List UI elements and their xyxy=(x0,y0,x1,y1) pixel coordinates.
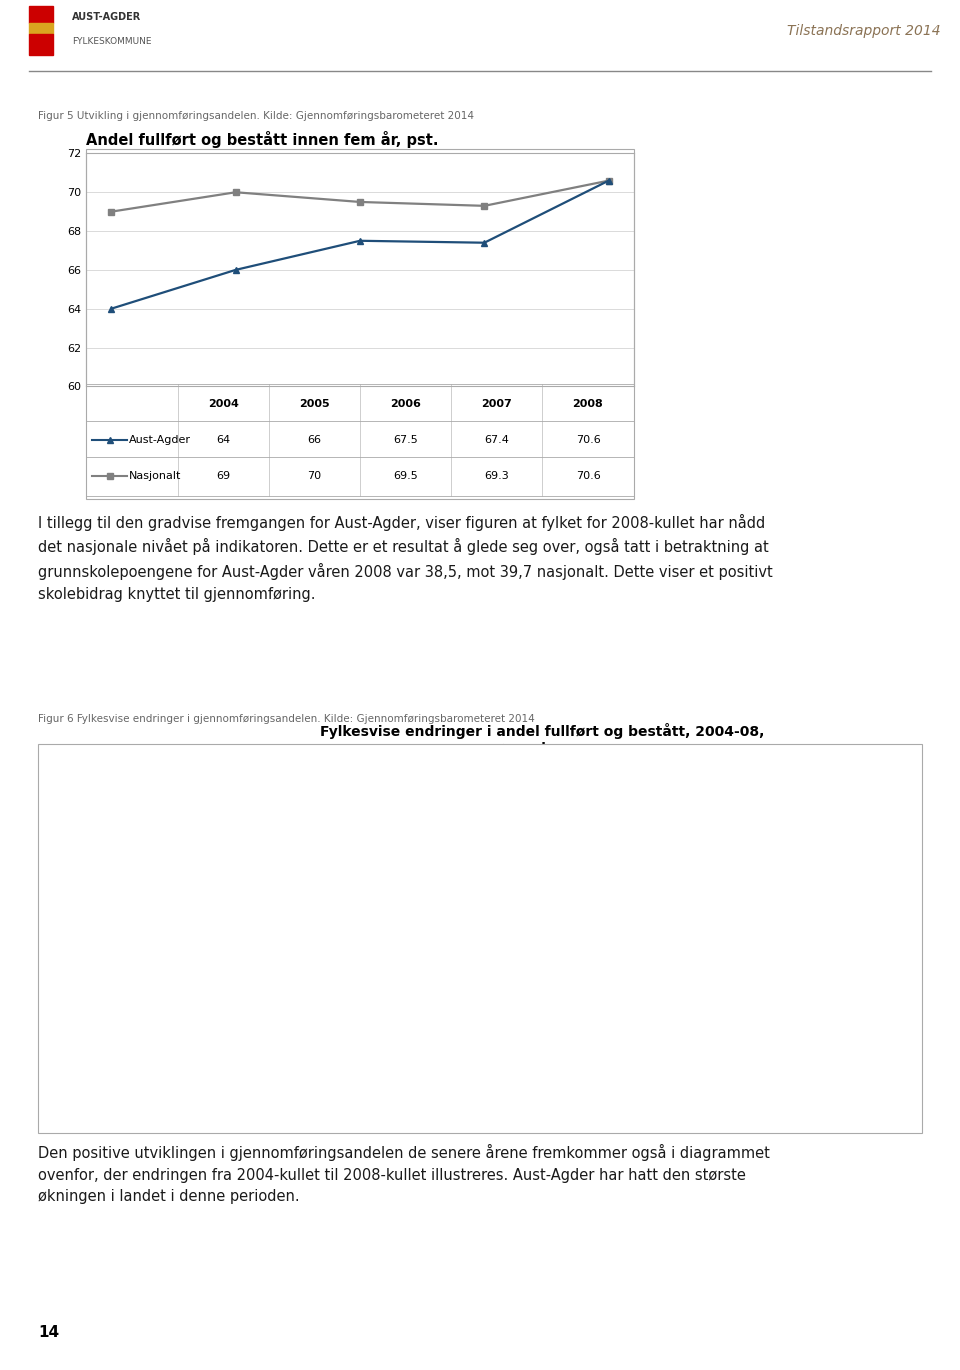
Bar xyxy=(484,844,665,854)
Text: 2008: 2008 xyxy=(572,399,604,408)
Text: 69: 69 xyxy=(216,471,230,481)
Bar xyxy=(484,941,612,951)
Text: 0,9: 0,9 xyxy=(540,1022,556,1032)
Bar xyxy=(484,908,630,918)
Aust-Agder xyxy=(229,262,241,278)
Text: 3,3: 3,3 xyxy=(681,827,696,837)
Text: Tilstandsrapport 2014: Tilstandsrapport 2014 xyxy=(787,23,941,38)
Bar xyxy=(484,892,641,903)
Line: Aust-Agder: Aust-Agder xyxy=(108,177,612,312)
Text: -0,9: -0,9 xyxy=(408,1054,427,1064)
Text: 1,6: 1,6 xyxy=(582,989,597,1000)
Nasjonalt xyxy=(229,184,241,200)
Bar xyxy=(29,23,53,34)
Text: 69.3: 69.3 xyxy=(485,471,509,481)
Bar xyxy=(402,1070,484,1081)
Text: AUST-AGDER: AUST-AGDER xyxy=(72,12,141,22)
Text: 2004: 2004 xyxy=(207,399,239,408)
Bar xyxy=(484,811,724,822)
Text: I tillegg til den gradvise fremgangen for Aust-Agder, viser figuren at fylket fo: I tillegg til den gradvise fremgangen fo… xyxy=(38,514,773,601)
Bar xyxy=(484,958,584,967)
Text: 2,8: 2,8 xyxy=(652,860,667,870)
Bar xyxy=(484,780,870,789)
Bar xyxy=(29,7,53,23)
Line: Nasjonalt: Nasjonalt xyxy=(108,177,612,215)
Text: 3,1: 3,1 xyxy=(669,844,684,854)
Text: 2006: 2006 xyxy=(390,399,421,408)
Text: Nasjonalt: Nasjonalt xyxy=(130,471,181,481)
Bar xyxy=(29,34,53,56)
Text: FYLKESKOMMUNE: FYLKESKOMMUNE xyxy=(72,37,152,47)
Bar xyxy=(484,925,624,934)
Text: Figur 6 Fylkesvise endringer i gjennomføringsandelen. Kilde: Gjennomføringsbarom: Figur 6 Fylkesvise endringer i gjennomfø… xyxy=(38,714,535,723)
Aust-Agder xyxy=(354,233,366,249)
Text: 1,2: 1,2 xyxy=(558,1006,574,1015)
Text: 1,6: 1,6 xyxy=(582,973,597,984)
Bar xyxy=(431,1054,484,1064)
Aust-Agder xyxy=(603,173,614,189)
Bar xyxy=(484,989,577,1000)
Text: 2,2: 2,2 xyxy=(616,941,633,951)
Text: 69.5: 69.5 xyxy=(394,471,418,481)
Text: 1,7: 1,7 xyxy=(588,958,603,967)
Text: 2,7: 2,7 xyxy=(646,892,661,903)
Text: Den positive utviklingen i gjennomføringsandelen de senere årene fremkommer også: Den positive utviklingen i gjennomføring… xyxy=(38,1144,770,1204)
Text: 4,1: 4,1 xyxy=(728,811,743,822)
Nasjonalt xyxy=(603,173,614,189)
Text: 70.6: 70.6 xyxy=(576,434,600,445)
Nasjonalt xyxy=(106,204,117,221)
Text: 2005: 2005 xyxy=(300,399,329,408)
Text: 6,6: 6,6 xyxy=(874,780,889,789)
Bar xyxy=(484,1038,490,1048)
Nasjonalt xyxy=(354,193,366,210)
Text: 70.6: 70.6 xyxy=(576,471,600,481)
Text: 0,1: 0,1 xyxy=(494,1038,510,1048)
Text: 2007: 2007 xyxy=(481,399,513,408)
Text: 67.5: 67.5 xyxy=(394,434,418,445)
Bar xyxy=(291,1086,484,1096)
Text: Aust-Agder: Aust-Agder xyxy=(130,434,191,445)
Title: Fylkesvise endringer i andel fullført og bestått, 2004-08,
prosentpoeng: Fylkesvise endringer i andel fullført og… xyxy=(321,723,764,755)
Bar xyxy=(484,1006,554,1015)
Bar xyxy=(484,1022,537,1032)
Text: 64: 64 xyxy=(216,434,230,445)
Bar xyxy=(484,875,647,886)
Bar xyxy=(484,860,647,870)
Text: Figur 5 Utvikling i gjennomføringsandelen. Kilde: Gjennomføringsbarometeret 2014: Figur 5 Utvikling i gjennomføringsandele… xyxy=(38,111,474,122)
Bar xyxy=(484,795,787,806)
Text: 67.4: 67.4 xyxy=(485,434,509,445)
Text: 2,4: 2,4 xyxy=(628,925,644,934)
Bar xyxy=(484,973,577,984)
Text: 5,2: 5,2 xyxy=(792,795,807,806)
Bar xyxy=(484,827,677,837)
Text: 66: 66 xyxy=(307,434,322,445)
Text: -1,4: -1,4 xyxy=(379,1070,398,1081)
Text: 14: 14 xyxy=(38,1325,60,1340)
Text: Andel fullført og bestått innen fem år, pst.: Andel fullført og bestått innen fem år, … xyxy=(86,132,439,148)
Nasjonalt xyxy=(479,197,491,214)
Text: 70: 70 xyxy=(307,471,322,481)
Text: 2,5: 2,5 xyxy=(635,908,650,918)
Aust-Agder xyxy=(479,234,491,251)
Text: 2,8: 2,8 xyxy=(652,875,667,886)
Text: -3,3: -3,3 xyxy=(268,1086,287,1096)
Aust-Agder xyxy=(106,300,117,316)
